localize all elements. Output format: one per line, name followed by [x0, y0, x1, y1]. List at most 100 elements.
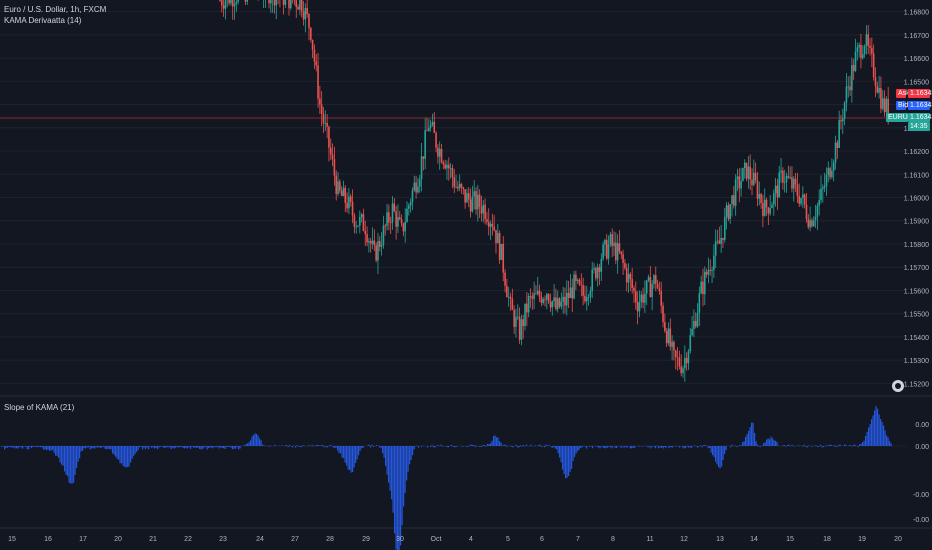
- histogram-bar: [668, 446, 670, 449]
- histogram-bar: [254, 433, 256, 446]
- histogram-bar: [170, 446, 172, 450]
- candle-body: [785, 175, 788, 183]
- histogram-bar: [503, 444, 505, 446]
- histogram-bar: [488, 444, 490, 446]
- histogram-bar: [155, 446, 157, 449]
- candle-body: [553, 297, 555, 302]
- candle-body: [812, 220, 815, 227]
- histogram-bar: [25, 446, 27, 447]
- candle-body: [295, 0, 298, 7]
- candle-body: [678, 357, 681, 367]
- histogram-bar: [236, 446, 238, 448]
- histogram-bar: [80, 446, 82, 452]
- histogram-bar: [92, 446, 94, 448]
- histogram-bar: [599, 446, 601, 449]
- price-axis-label: 1.15200: [904, 381, 929, 388]
- candle-body: [684, 357, 686, 369]
- candle-body: [462, 187, 465, 190]
- candle-body: [560, 301, 563, 307]
- histogram-bar: [358, 446, 360, 456]
- candle-body: [346, 202, 348, 209]
- histogram-bar: [268, 446, 270, 447]
- histogram-bar: [56, 446, 58, 456]
- histogram-bar: [209, 446, 211, 448]
- candle-body: [359, 216, 361, 226]
- candle-body: [774, 185, 777, 194]
- histogram-bar: [499, 441, 501, 446]
- candle-body: [566, 292, 568, 306]
- candle-body: [355, 226, 357, 228]
- histogram-bar: [47, 446, 49, 450]
- histogram-bar: [194, 446, 196, 448]
- histogram-bar: [629, 446, 631, 449]
- histogram-bar: [26, 446, 28, 450]
- histogram-bar: [109, 446, 111, 450]
- histogram-bar: [748, 430, 750, 446]
- histogram-bar: [434, 446, 436, 448]
- histogram-bar: [539, 444, 541, 446]
- candle-body: [847, 86, 850, 88]
- candle-body: [825, 175, 828, 187]
- candle-body: [711, 270, 713, 271]
- candle-body: [551, 301, 554, 308]
- histogram-bar: [716, 446, 718, 465]
- histogram-bar: [77, 446, 79, 462]
- histogram-bar: [631, 446, 633, 449]
- histogram-bar: [581, 446, 583, 448]
- histogram-bar: [808, 445, 810, 446]
- candle-body: [306, 7, 308, 15]
- histogram-bar: [73, 446, 75, 483]
- candle-body: [413, 182, 416, 191]
- histogram-bar: [833, 445, 835, 446]
- candle-body: [714, 241, 717, 256]
- histogram-bar: [844, 444, 846, 446]
- histogram-bar: [634, 446, 636, 448]
- candle-body: [453, 177, 456, 187]
- histogram-bar: [274, 444, 276, 446]
- histogram-bar: [256, 433, 258, 446]
- histogram-bar: [98, 446, 100, 448]
- histogram-bar: [221, 446, 223, 449]
- histogram-bar: [308, 445, 310, 446]
- histogram-bar: [389, 446, 391, 491]
- histogram-bar: [334, 446, 336, 449]
- candle-body: [769, 208, 771, 214]
- histogram-bar: [184, 446, 186, 449]
- candle-body: [849, 86, 851, 91]
- candle-body: [861, 53, 864, 59]
- histogram-bar: [101, 446, 103, 448]
- candle-body: [856, 47, 859, 52]
- histogram-bar: [323, 446, 325, 448]
- candle-body: [351, 201, 354, 216]
- histogram-bar: [803, 444, 805, 446]
- histogram-bar: [49, 446, 51, 451]
- histogram-bar: [196, 446, 198, 448]
- candle-body: [449, 167, 452, 169]
- time-axis-label: 19: [858, 536, 866, 543]
- histogram-bar: [839, 444, 841, 446]
- histogram-bar: [854, 444, 856, 446]
- time-axis-label: 28: [326, 536, 334, 543]
- histogram-bar: [245, 443, 247, 446]
- histogram-bar: [112, 446, 114, 454]
- candle-body: [500, 244, 503, 260]
- price-axis-label: 1.16500: [904, 79, 929, 86]
- candle-body: [676, 357, 679, 358]
- candle-body: [313, 49, 316, 62]
- histogram-bar: [782, 445, 784, 446]
- candle-body: [420, 156, 423, 180]
- histogram-bar: [251, 436, 253, 446]
- histogram-bar: [130, 446, 132, 463]
- histogram-bar: [520, 445, 522, 446]
- histogram-bar: [566, 446, 568, 478]
- time-axis-label: 20: [114, 536, 122, 543]
- candle-body: [820, 188, 822, 201]
- clock-icon[interactable]: [892, 380, 904, 392]
- candle-body: [422, 156, 425, 159]
- histogram-bar: [556, 446, 558, 450]
- candle-body: [402, 223, 405, 232]
- histogram-bar: [589, 446, 591, 447]
- candle-body: [221, 0, 223, 6]
- histogram-bar: [88, 446, 90, 448]
